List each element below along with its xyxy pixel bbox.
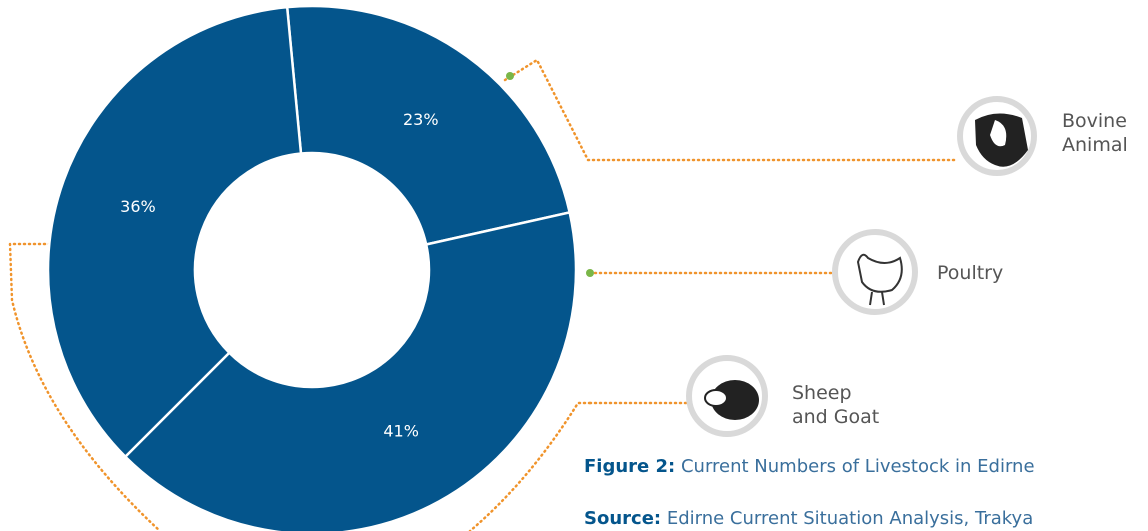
icon-poultry xyxy=(832,229,918,315)
leader-dot xyxy=(586,269,594,277)
donut-segment xyxy=(123,210,578,531)
caption-label: Figure 2: xyxy=(584,456,676,477)
leader-lines xyxy=(8,58,957,531)
donut-segment xyxy=(285,4,572,246)
source: Source: Edirne Current Situation Analysi… xyxy=(584,508,1033,529)
source-text: Edirne Current Situation Analysis, Traky… xyxy=(666,508,1034,529)
source-label: Source: xyxy=(584,508,662,529)
legend-label: Bovine Animal xyxy=(1062,110,1128,156)
leader-dot xyxy=(506,72,514,80)
caption-text: Current Numbers of Livestock in Edirne xyxy=(680,456,1035,477)
legend-label: Sheep and Goat xyxy=(792,382,880,428)
legend-label: Poultry xyxy=(937,262,1004,284)
caption: Figure 2: Current Numbers of Livestock i… xyxy=(584,456,1035,477)
data-label: 41% xyxy=(383,422,419,441)
leader-line xyxy=(503,58,957,162)
leader-line xyxy=(468,401,592,531)
leader-line xyxy=(8,242,162,531)
icon-sheep xyxy=(686,355,768,437)
data-label: 23% xyxy=(403,110,439,129)
data-label: 36% xyxy=(120,197,156,216)
icon-bovine xyxy=(957,96,1037,176)
donut-segment xyxy=(46,5,303,459)
